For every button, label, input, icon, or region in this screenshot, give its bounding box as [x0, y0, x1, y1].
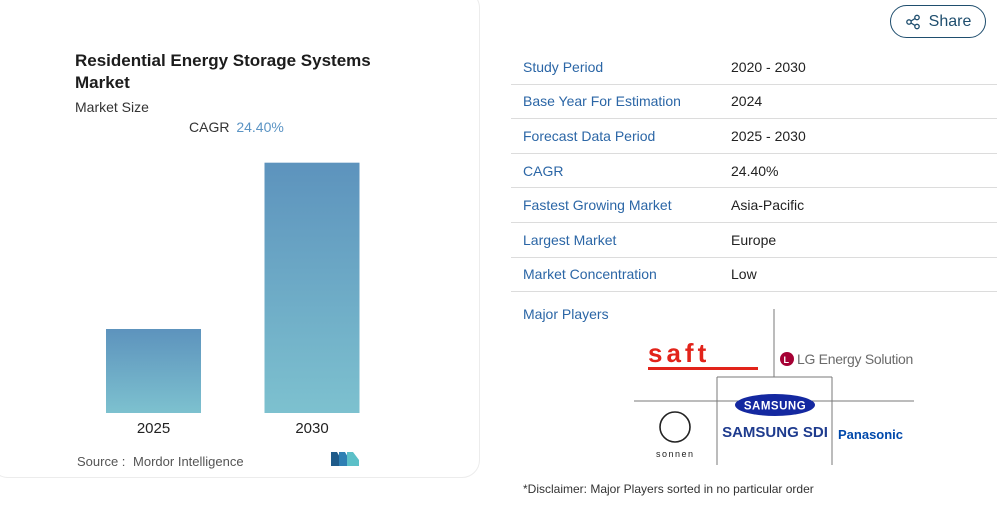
share-label: Share: [928, 12, 972, 30]
info-value: Asia-Pacific: [731, 197, 805, 214]
info-value: Europe: [731, 231, 777, 248]
info-key[interactable]: Market Concentration: [523, 266, 657, 283]
market-info-table: Study Period 2020 - 2030 Base Year For E…: [511, 50, 997, 293]
cagr-label: CAGR: [189, 119, 230, 135]
bar-2025: [106, 329, 201, 413]
disclaimer-note: *Disclaimer: Major Players sorted in no …: [523, 482, 814, 496]
svg-text:sonnen: sonnen: [656, 449, 695, 459]
x-tick-label: 2025: [137, 420, 170, 437]
saft-logo: saft: [648, 338, 758, 370]
sonnen-logo: sonnen: [656, 411, 695, 459]
cagr-value: 24.40%: [236, 119, 284, 135]
x-tick-label: 2030: [295, 420, 328, 437]
chart-title: Residential Energy Storage Systems Marke…: [75, 51, 371, 92]
market-size-card: [0, 0, 480, 478]
bar-2030: [264, 162, 360, 413]
mordor-intelligence-logo: [331, 452, 359, 466]
source-note: Source : Mordor Intelligence: [77, 454, 244, 469]
svg-text:Panasonic: Panasonic: [838, 427, 903, 442]
info-key[interactable]: Study Period: [523, 58, 604, 75]
info-value: 2024: [731, 93, 763, 110]
lg-energy-solution-logo: L LG Energy Solution: [780, 351, 913, 367]
info-value: 2020 - 2030: [731, 58, 806, 75]
major-players-logos: saft L LG Energy Solution sonnen SAMSUNG…: [634, 309, 914, 465]
source-label: Source :: [77, 454, 126, 469]
info-row-cagr: CAGR 24.40%: [511, 154, 997, 189]
info-value: 2025 - 2030: [731, 127, 806, 144]
svg-text:L: L: [784, 355, 790, 365]
panasonic-logo: Panasonic: [838, 427, 903, 442]
svg-text:SAMSUNG: SAMSUNG: [744, 401, 806, 413]
svg-text:saft: saft: [648, 338, 710, 368]
info-row-largest-market: Largest Market Europe: [511, 223, 997, 258]
info-row-study-period: Study Period 2020 - 2030: [511, 50, 997, 85]
info-key[interactable]: Fastest Growing Market: [523, 197, 672, 214]
info-key[interactable]: CAGR: [523, 162, 564, 179]
chart-subtitle: Market Size: [75, 99, 149, 115]
info-row-concentration: Market Concentration Low: [511, 258, 997, 293]
info-value: 24.40%: [731, 162, 779, 179]
info-row-fastest-growing: Fastest Growing Market Asia-Pacific: [511, 188, 997, 223]
bar-chart: 2025 2030: [106, 162, 360, 437]
share-button[interactable]: Share: [890, 5, 986, 38]
info-row-base-year: Base Year For Estimation 2024: [511, 85, 997, 120]
share-icon: [905, 14, 920, 29]
info-row-forecast-period: Forecast Data Period 2025 - 2030: [511, 119, 997, 154]
major-players-label[interactable]: Major Players: [523, 306, 609, 322]
info-value: Low: [731, 266, 757, 283]
source-value: Mordor Intelligence: [133, 454, 244, 469]
info-key[interactable]: Forecast Data Period: [523, 127, 656, 144]
info-key[interactable]: Base Year For Estimation: [523, 93, 681, 110]
samsung-sdi-logo: SAMSUNG SAMSUNG SDI: [722, 394, 828, 441]
svg-text:LG Energy Solution: LG Energy Solution: [797, 351, 913, 367]
info-key[interactable]: Largest Market: [523, 231, 617, 248]
cagr-annotation: CAGR 24.40%: [189, 119, 284, 135]
svg-text:SAMSUNG SDI: SAMSUNG SDI: [722, 424, 828, 441]
